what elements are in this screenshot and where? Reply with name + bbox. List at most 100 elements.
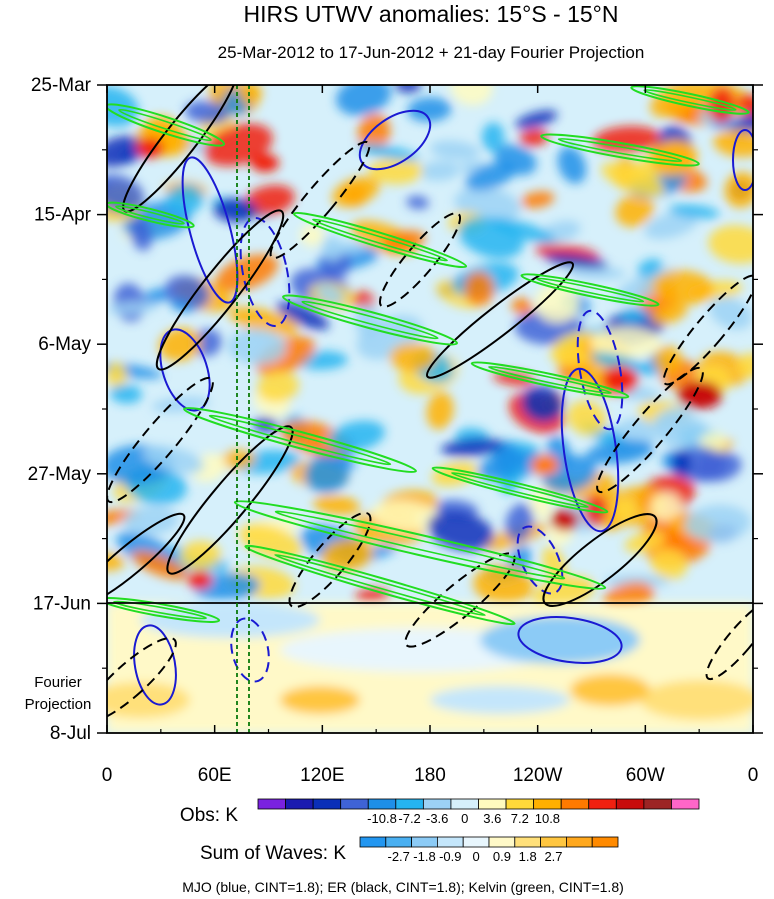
obs-anomaly-blob	[586, 439, 654, 465]
kelvin-contour	[470, 361, 630, 399]
waves-colorbar-label: Sum of Waves: K	[200, 843, 346, 864]
obs-anomaly-blob	[300, 223, 324, 247]
projection-blob	[640, 680, 753, 720]
colorbar-swatch	[514, 836, 541, 848]
kelvin-contour	[431, 466, 609, 514]
obs-anomaly-blob	[653, 345, 683, 375]
obs-anomaly-blob	[368, 157, 423, 185]
obs-anomaly-blob	[650, 492, 682, 521]
kelvin-contour-inner	[118, 108, 212, 142]
obs-anomaly-blob	[521, 385, 563, 423]
mjo-contour	[560, 367, 620, 533]
er-contour	[705, 599, 753, 681]
colorbar-tick-label: -7.2	[398, 811, 420, 826]
obs-anomaly-blob	[227, 328, 286, 365]
obs-anomaly-blob	[131, 550, 189, 580]
obs-anomaly-blob	[737, 93, 753, 116]
colorbar-swatch	[566, 836, 593, 848]
obs-anomaly-blob	[481, 122, 505, 152]
projection-label-line1: Fourier	[34, 674, 82, 691]
mjo-contour	[230, 617, 270, 683]
mjo-contour	[516, 525, 564, 595]
obs-anomaly-blob	[450, 85, 493, 106]
obs-anomaly-peak	[531, 455, 559, 475]
y-tick-label: 15-Apr	[34, 205, 92, 226]
colorbar-tick-label: 0	[461, 811, 468, 826]
colorbar-swatch	[450, 798, 479, 810]
obs-anomaly-blob	[458, 216, 524, 259]
obs-anomaly-peak	[188, 571, 212, 589]
colorbar-swatch	[340, 798, 369, 810]
obs-anomaly-blob	[613, 497, 637, 523]
projection-blob	[430, 686, 570, 714]
colorbar-tick-label: 3.6	[483, 811, 501, 826]
colorbar-tick-label: -10.8	[367, 811, 397, 826]
kelvin-contour	[233, 500, 607, 590]
waves-colorbar: -2.7 -1.8 -0.9 0 0.9 1.8 2.7	[359, 836, 619, 864]
obs-anomaly-peak	[602, 366, 638, 394]
obs-anomaly-blob	[651, 303, 688, 325]
colorbar-swatch	[385, 836, 412, 848]
colorbar-swatch	[312, 798, 342, 810]
obs-anomaly-blob	[304, 455, 350, 493]
obs-anomaly-blob	[213, 198, 257, 223]
colorbar-swatch	[533, 798, 562, 810]
kelvin-contour	[107, 597, 221, 623]
kelvin-contour	[540, 133, 700, 167]
colorbar-swatch	[462, 836, 490, 848]
projection-label-line2: Projection	[25, 696, 92, 713]
obs-anomaly-blob	[637, 258, 663, 278]
colorbar-swatch	[615, 798, 645, 810]
obs-anomaly-blob	[215, 254, 279, 292]
colorbar-tick-label: 0.9	[493, 849, 511, 864]
y-tick-label: 25-Mar	[31, 75, 92, 96]
obs-anomaly-peak	[551, 509, 579, 531]
x-tick-label: 0	[102, 765, 113, 786]
obs-anomaly-blob	[336, 85, 392, 116]
kelvin-contour	[107, 103, 226, 147]
er-contour	[155, 209, 285, 371]
colorbar-swatch	[591, 836, 619, 848]
er-contour	[425, 261, 575, 379]
mjo-contour	[732, 129, 753, 191]
obs-anomaly-blob	[370, 500, 442, 532]
obs-anomaly-blob	[684, 504, 751, 543]
obs-anomaly-blob	[465, 162, 516, 191]
colorbar-swatch	[671, 798, 700, 810]
kelvin-contour	[244, 544, 516, 626]
colorbar-swatch	[540, 836, 567, 848]
obs-anomaly-blob	[515, 110, 558, 129]
kelvin-contour-inner	[488, 365, 612, 395]
obs-anomaly-blob	[709, 296, 753, 330]
obs-anomaly-peak	[678, 381, 722, 409]
obs-anomaly-blob	[557, 146, 587, 184]
obs-anomaly-blob	[650, 548, 688, 580]
chart-subtitle: 25-Mar-2012 to 17-Jun-2012 + 21-day Four…	[218, 43, 645, 62]
obs-anomaly-blob	[331, 176, 380, 208]
obs-anomaly-blob	[321, 235, 343, 262]
obs-anomaly-blob	[276, 301, 330, 330]
colorbar-swatch	[285, 798, 314, 810]
obs-anomaly-blob	[590, 327, 661, 359]
obs-anomaly-blob	[107, 86, 139, 127]
kelvin-contour-inner	[312, 218, 448, 262]
obs-anomaly-blob	[357, 143, 420, 161]
colorbar-tick-label: -1.8	[413, 849, 435, 864]
mjo-contour	[239, 217, 291, 327]
kelvin-contour-inner	[557, 137, 683, 163]
obs-anomaly-blob	[419, 160, 461, 181]
obs-anomaly-blob	[505, 503, 534, 542]
obs-anomaly-blob	[520, 191, 555, 209]
obs-anomaly-blob	[668, 204, 720, 219]
colorbar-swatch	[411, 836, 438, 848]
kelvin-contour-inner	[301, 300, 439, 340]
obs-anomaly-blob	[243, 184, 295, 217]
obs-anomaly-blob	[316, 284, 344, 305]
obs-anomaly-blob	[109, 384, 143, 404]
projection-blob	[280, 686, 360, 714]
fourier-projection-field	[107, 602, 753, 733]
x-axis: 0 60E 120E 180 120W 60W 0	[102, 85, 758, 786]
obs-anomaly-blob	[107, 509, 141, 527]
er-contour	[107, 512, 186, 608]
kelvin-contour	[520, 273, 660, 307]
